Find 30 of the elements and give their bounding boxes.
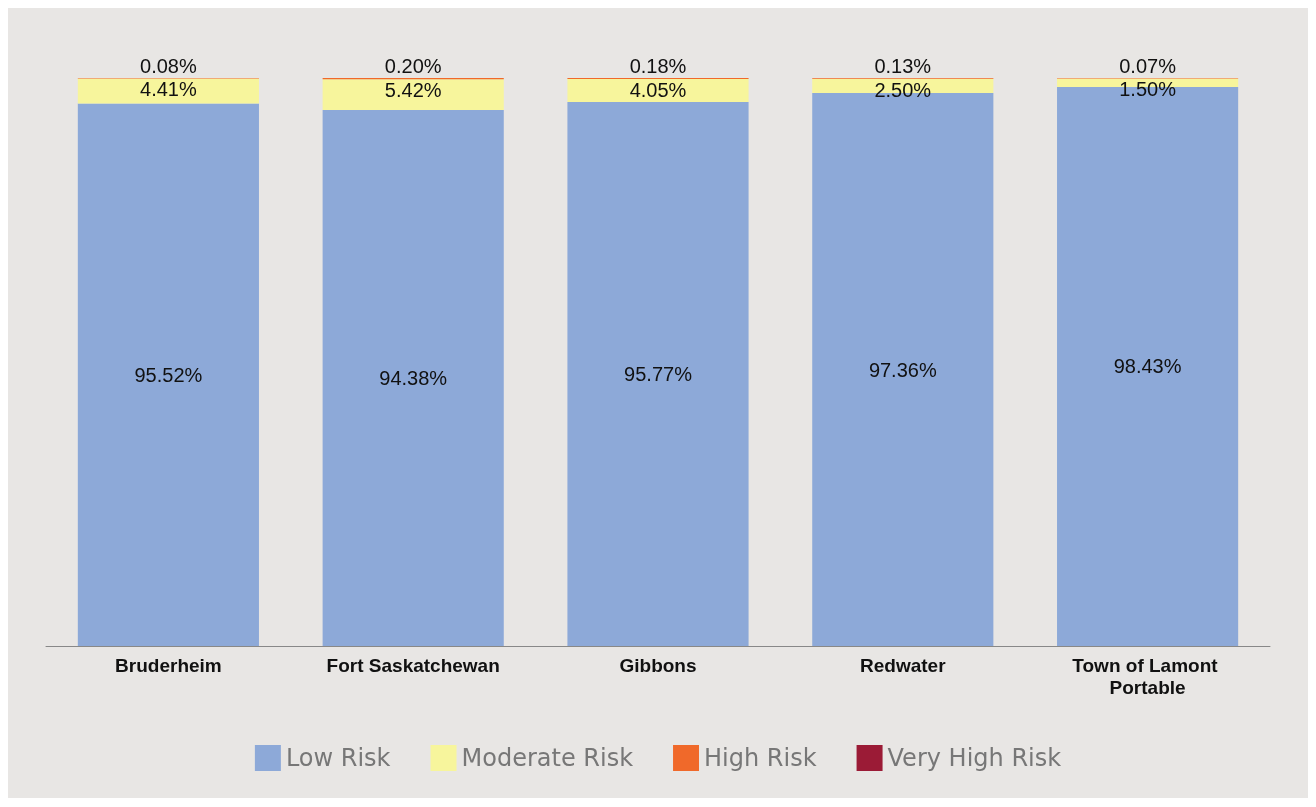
x-tick-label: Bruderheim (115, 654, 222, 676)
data-label: 0.13% (874, 55, 932, 78)
legend-label: Low Risk (285, 744, 391, 772)
legend-label: Very High Risk (887, 744, 1062, 772)
data-label: 0.08% (140, 55, 197, 77)
legend-label: High Risk (704, 744, 817, 772)
data-label: 95.77% (624, 363, 693, 386)
data-label: 0.18% (629, 55, 687, 78)
x-tick-label: Gibbons (619, 654, 697, 676)
data-label: 98.43% (1113, 355, 1182, 378)
bar (77, 103, 259, 646)
x-tick-label: Fort Saskatchewan (326, 654, 500, 676)
data-label: 97.36% (868, 358, 937, 381)
bar (567, 102, 749, 646)
data-label: 0.20% (384, 55, 442, 78)
data-label: 94.38% (379, 366, 448, 389)
data-label: 4.41% (140, 78, 197, 101)
bar (567, 79, 749, 103)
data-label: 0.07% (1119, 55, 1177, 78)
data-label: 4.05% (629, 79, 687, 102)
data-label: 5.42% (384, 79, 442, 102)
x-tick-label: Redwater (860, 654, 947, 676)
x-tick-label: Town of Lamont Portable (1072, 654, 1223, 698)
bar (77, 78, 259, 104)
data-label: 2.50% (874, 78, 932, 101)
data-label: 95.52% (134, 363, 203, 386)
legend-label: Moderate Risk (461, 744, 634, 772)
data-label: 1.50% (1119, 78, 1177, 101)
bar (322, 79, 504, 110)
bar (322, 109, 504, 646)
